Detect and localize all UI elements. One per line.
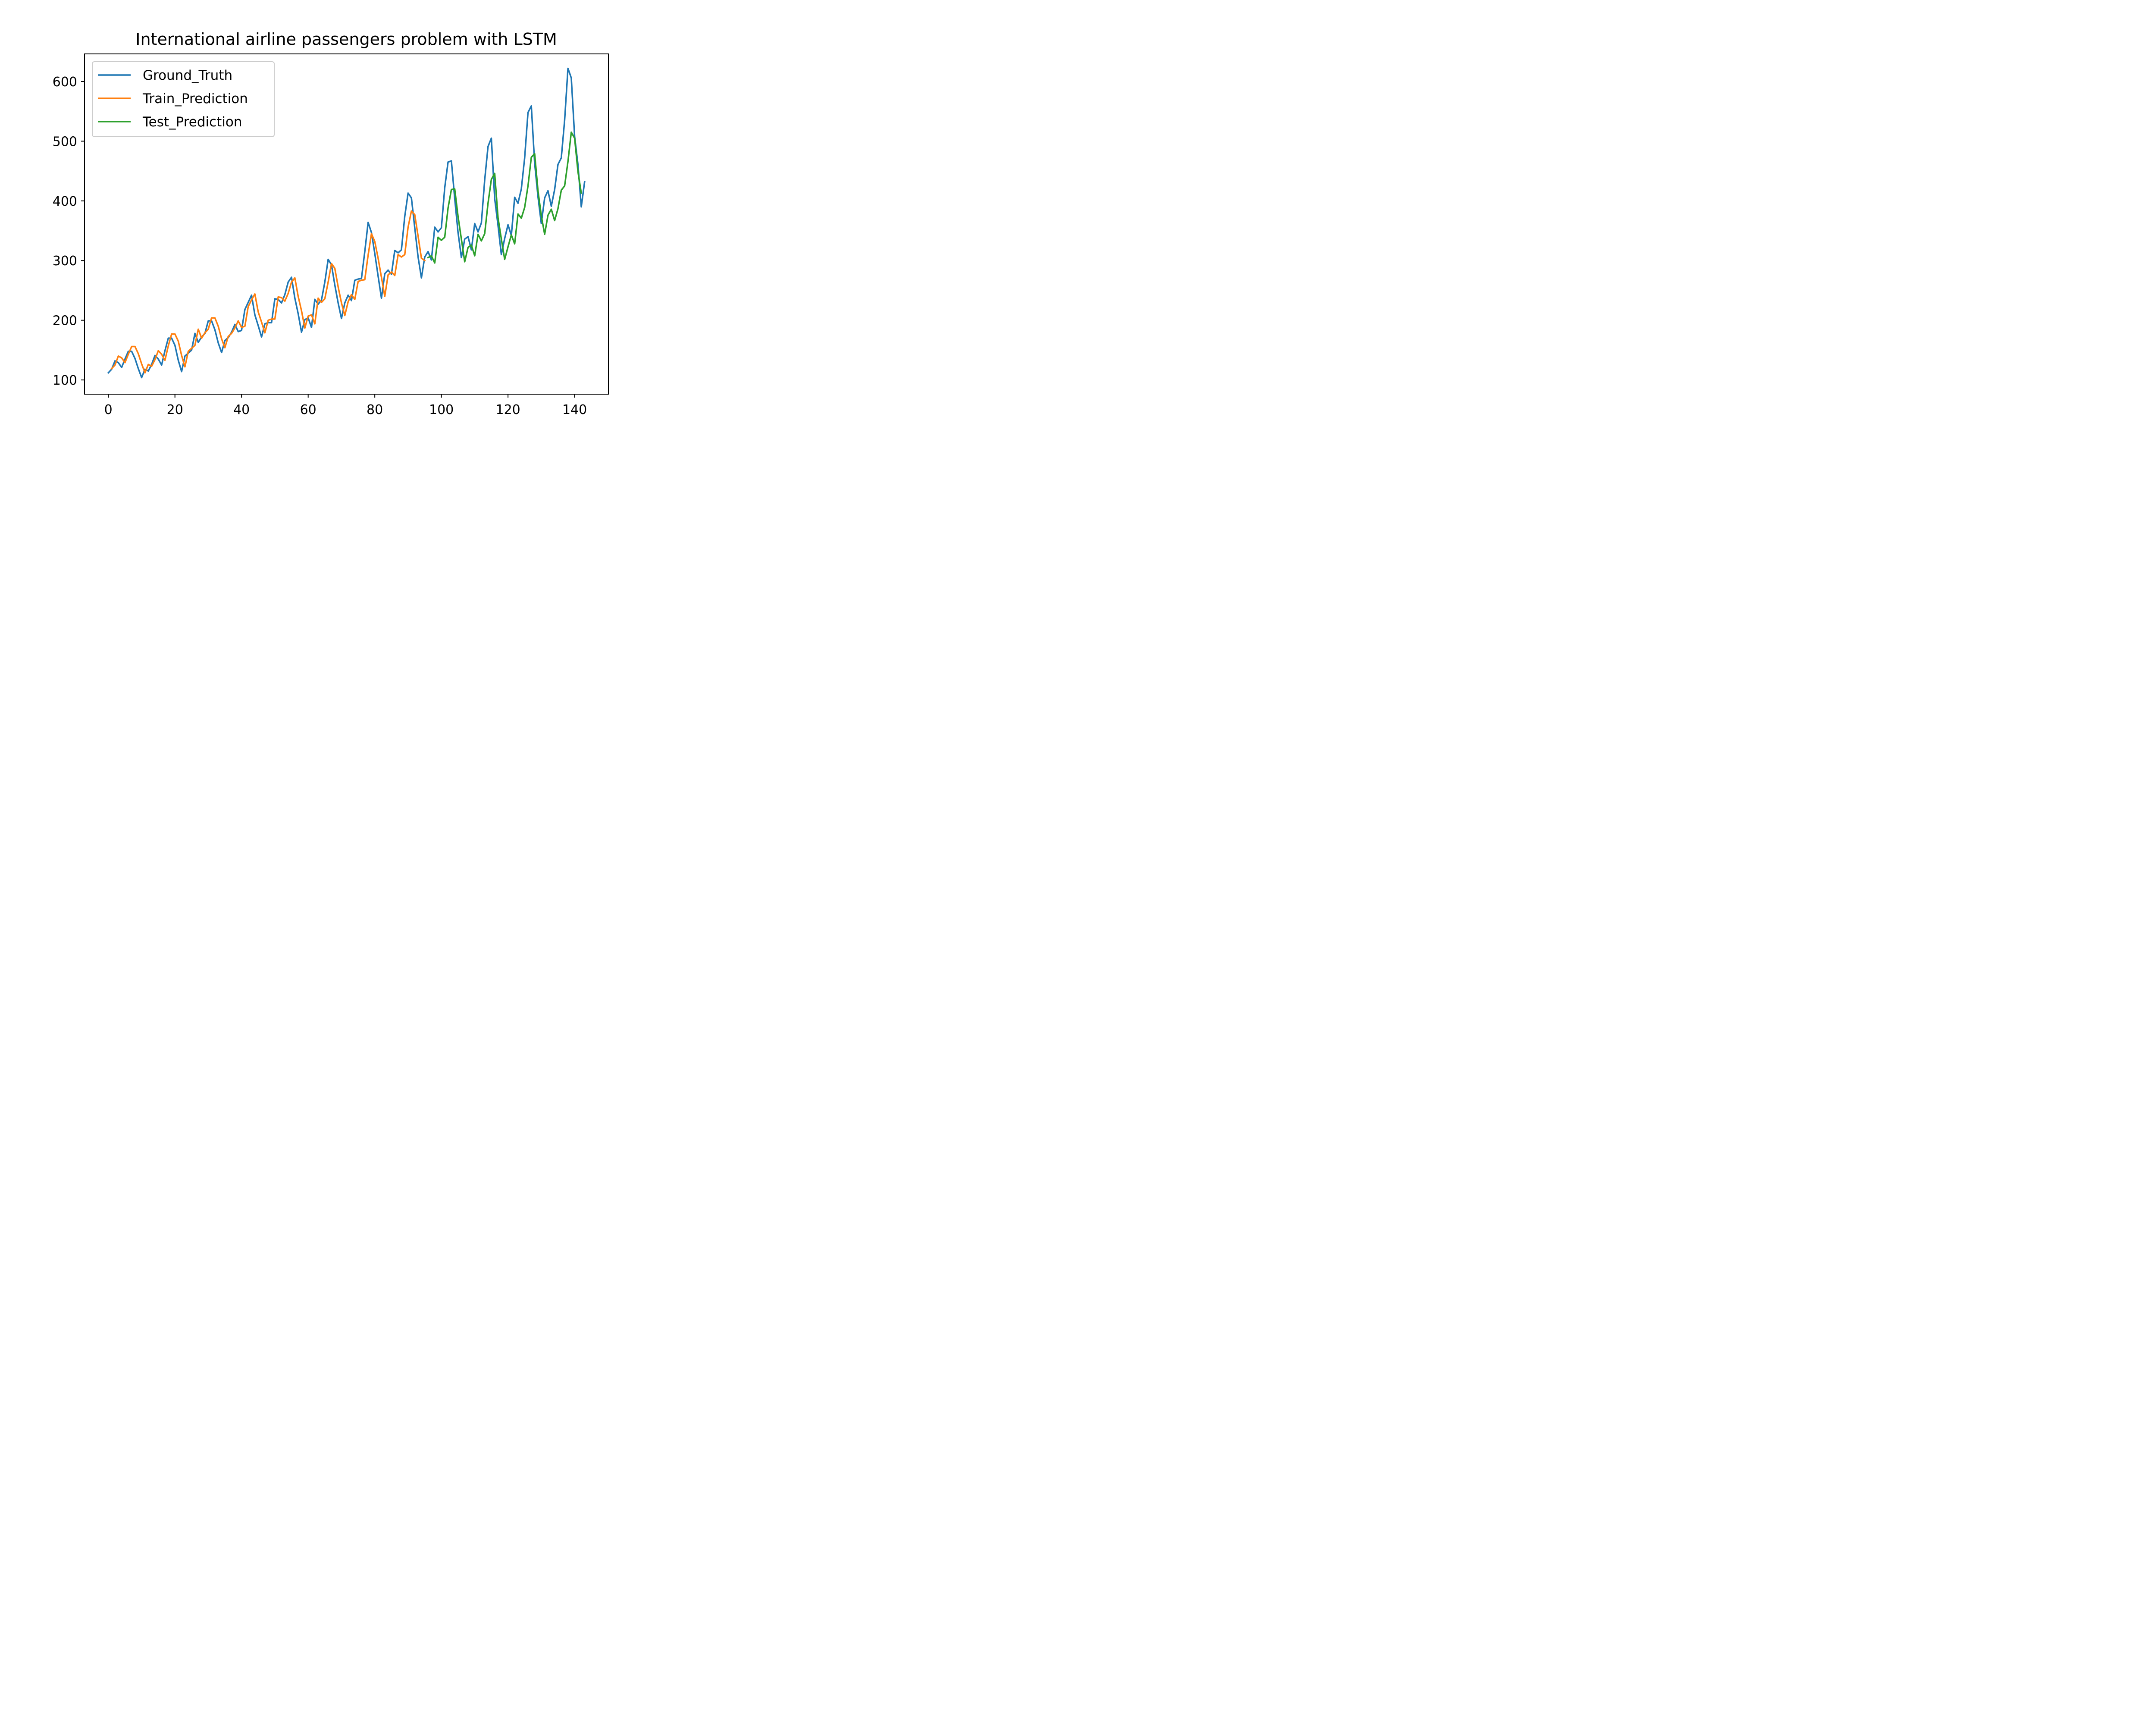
x-tick-label: 0 — [104, 402, 113, 417]
chart-title: International airline passengers problem… — [135, 30, 557, 49]
plot-frame — [84, 53, 609, 395]
y-tick-label: 600 — [53, 75, 77, 90]
line-chart: International airline passengers problem… — [0, 0, 667, 445]
x-tick-label: 120 — [495, 402, 520, 417]
x-tick-label: 80 — [367, 402, 383, 417]
x-tick-label: 60 — [300, 402, 317, 417]
legend: Ground_Truth Train_Prediction Test_Predict… — [92, 61, 275, 137]
plot-lines — [107, 67, 586, 379]
y-tick-label: 400 — [53, 194, 77, 209]
x-tick-label: 140 — [562, 402, 587, 417]
y-tick-label: 300 — [53, 254, 77, 269]
y-tick-label: 100 — [53, 373, 77, 388]
x-tick-label: 100 — [429, 402, 454, 417]
legend-label: Test_Prediction — [142, 114, 242, 130]
series-line-train-prediction — [110, 210, 426, 374]
legend-label: Train_Prediction — [142, 91, 248, 107]
x-axis: 0 20 40 60 80 100 120 140 — [104, 394, 587, 417]
x-tick-label: 40 — [233, 402, 250, 417]
y-axis: 100 200 300 400 500 600 — [53, 75, 85, 388]
legend-box — [92, 61, 275, 137]
y-tick-label: 200 — [53, 314, 77, 329]
legend-label: Ground_Truth — [143, 68, 232, 83]
series-line-test-prediction — [427, 131, 583, 264]
y-tick-label: 500 — [53, 134, 77, 149]
x-tick-label: 20 — [167, 402, 183, 417]
